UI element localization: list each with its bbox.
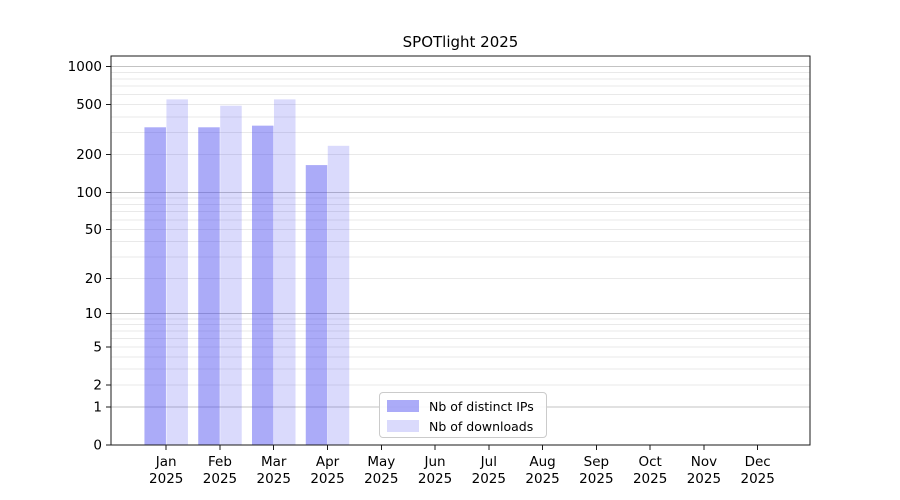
x-tick-label: May 2025 [364,454,398,487]
legend-swatch-downloads [387,420,419,432]
y-tick-label: 2 [93,377,102,393]
legend-label-distinct-ips: Nb of distinct IPs [429,398,534,414]
y-tick-label: 5 [93,339,102,355]
x-tick-label: Oct 2025 [633,454,667,487]
legend-item-downloads: Nb of downloads [387,416,546,436]
chart-title: SPOTlight 2025 [402,33,519,51]
x-tick-label: Apr 2025 [310,454,344,487]
y-axis: 0 1 2 5 10 20 50 100 200 500 1000 [68,59,111,454]
bar-distinct-ips-feb [198,127,220,446]
bar-distinct-ips-mar [251,125,274,445]
y-gridlines-minor [111,71,810,386]
y-tick-label: 500 [76,97,102,113]
y-tick-label: 20 [85,271,102,287]
x-tick-label: Jun 2025 [418,454,452,487]
legend-item-distinct-ips: Nb of distinct IPs [387,396,546,416]
legend-label-downloads: Nb of downloads [429,418,534,434]
legend-swatch-distinct-ips [387,400,419,412]
y-tick-label: 200 [76,147,102,163]
x-tick-label: Dec 2025 [740,454,774,487]
x-tick-label: Sep 2025 [579,454,613,487]
bars-downloads [166,99,350,445]
x-axis: Jan 2025 Feb 2025 Mar 2025 Apr 2025 May 2025 Jun 20… [149,445,775,487]
y-tick-label: 1 [93,400,102,416]
legend-box: Nb of distinct IPs Nb of downloads [379,392,547,438]
x-tick-label: Jan 2025 [149,454,183,487]
x-tick-label: Feb 2025 [203,454,237,487]
y-tick-label: 100 [76,185,102,201]
x-tick-label: Nov 2025 [687,454,721,487]
bar-distinct-ips-apr [305,165,328,445]
y-tick-label: 0 [93,438,102,454]
plot-frame [110,55,811,446]
bar-distinct-ips-jan [144,127,166,446]
x-tick-label: Jul 2025 [472,454,506,487]
bar-downloads-apr [327,145,350,445]
bar-downloads-feb [220,105,242,445]
y-tick-label: 1000 [68,59,102,75]
bar-downloads-mar [273,99,296,445]
x-tick-label: Mar 2025 [257,454,291,487]
x-tick-label: Aug 2025 [525,454,559,487]
y-tick-label: 10 [85,306,102,322]
y-tick-label: 50 [85,222,102,238]
bar-downloads-jan [166,99,188,445]
bars-distinct-ips [144,125,328,446]
